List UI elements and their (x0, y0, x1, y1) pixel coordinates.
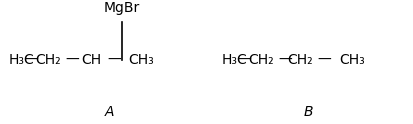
Text: H₃C: H₃C (221, 53, 247, 66)
Text: B: B (303, 105, 312, 119)
Text: —: — (237, 53, 251, 66)
Text: —: — (277, 53, 291, 66)
Text: CH: CH (81, 53, 101, 66)
Text: CH₂: CH₂ (287, 53, 312, 66)
Text: MgBr: MgBr (104, 1, 140, 15)
Text: —: — (24, 53, 38, 66)
Text: CH₃: CH₃ (128, 53, 154, 66)
Text: CH₃: CH₃ (339, 53, 364, 66)
Text: A: A (105, 105, 114, 119)
Text: —: — (107, 53, 121, 66)
Text: CH₂: CH₂ (247, 53, 273, 66)
Text: CH₂: CH₂ (35, 53, 60, 66)
Text: —: — (316, 53, 330, 66)
Text: —: — (65, 53, 79, 66)
Text: H₃C: H₃C (8, 53, 34, 66)
